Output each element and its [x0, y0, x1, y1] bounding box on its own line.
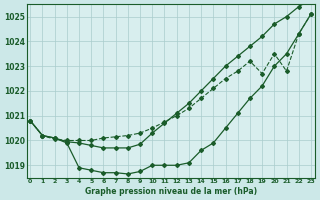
X-axis label: Graphe pression niveau de la mer (hPa): Graphe pression niveau de la mer (hPa) — [84, 187, 257, 196]
